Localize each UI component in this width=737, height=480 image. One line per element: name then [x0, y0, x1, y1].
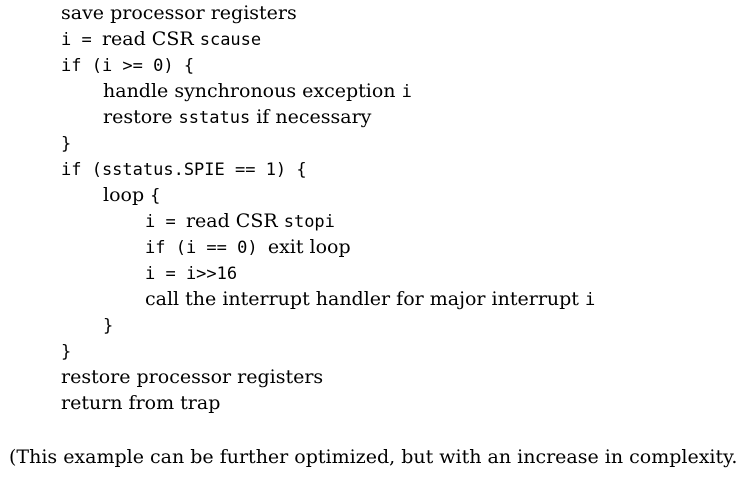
- code-token: sstatus: [178, 108, 251, 128]
- pseudocode-line: }: [61, 312, 731, 338]
- text-token: read CSR: [101, 28, 200, 50]
- text-token: exit loop: [267, 236, 351, 258]
- pseudocode-line: return from trap: [61, 390, 731, 416]
- text-token: if necessary: [250, 106, 372, 128]
- text-token: handle synchronous exception: [103, 80, 402, 102]
- code-token: }: [103, 316, 114, 336]
- code-token: i: [584, 290, 596, 310]
- code-token: if (i == 0): [145, 238, 268, 258]
- pseudocode-line: i = read CSR stopi: [61, 208, 731, 234]
- text-token: call the interrupt handler for major int…: [145, 288, 585, 310]
- code-token: i =: [61, 30, 102, 50]
- code-token: if (i >= 0) {: [61, 56, 195, 76]
- caption: (This example can be further optimized, …: [9, 446, 737, 468]
- pseudocode-line: restore sstatus if necessary: [61, 104, 731, 130]
- pseudocode-line: i = read CSR scause: [61, 26, 731, 52]
- code-token: stopi: [283, 212, 335, 232]
- code-token: scause: [199, 30, 262, 50]
- pseudocode-line: loop {: [61, 182, 731, 208]
- code-token: i = i>>16: [145, 264, 238, 284]
- text-token: loop: [103, 184, 151, 206]
- code-token: if (sstatus.SPIE == 1) {: [61, 160, 307, 180]
- text-token: restore: [103, 106, 179, 128]
- pseudocode-line: restore processor registers: [61, 364, 731, 390]
- text-token: read CSR: [185, 210, 284, 232]
- pseudocode-line: if (sstatus.SPIE == 1) {: [61, 156, 731, 182]
- text-token: save processor registers: [61, 2, 297, 24]
- code-token: i =: [145, 212, 186, 232]
- pseudocode-line: i = i>>16: [61, 260, 731, 286]
- pseudocode-line: }: [61, 338, 731, 364]
- pseudocode-line: call the interrupt handler for major int…: [61, 286, 731, 312]
- code-token: }: [61, 134, 72, 154]
- code-token: {: [150, 186, 161, 206]
- code-token: }: [61, 342, 72, 362]
- pseudocode-line: }: [61, 130, 731, 156]
- text-token: return from trap: [61, 392, 221, 414]
- text-token: restore processor registers: [61, 366, 324, 388]
- pseudocode-line: handle synchronous exception i: [61, 78, 731, 104]
- pseudocode-line: save processor registers: [61, 0, 731, 26]
- code-token: i: [401, 82, 412, 102]
- pseudocode-block: save processor registers i = read CSR sca…: [61, 0, 731, 416]
- pseudocode-line: if (i == 0) exit loop: [61, 234, 731, 260]
- pseudocode-line: if (i >= 0) {: [61, 52, 731, 78]
